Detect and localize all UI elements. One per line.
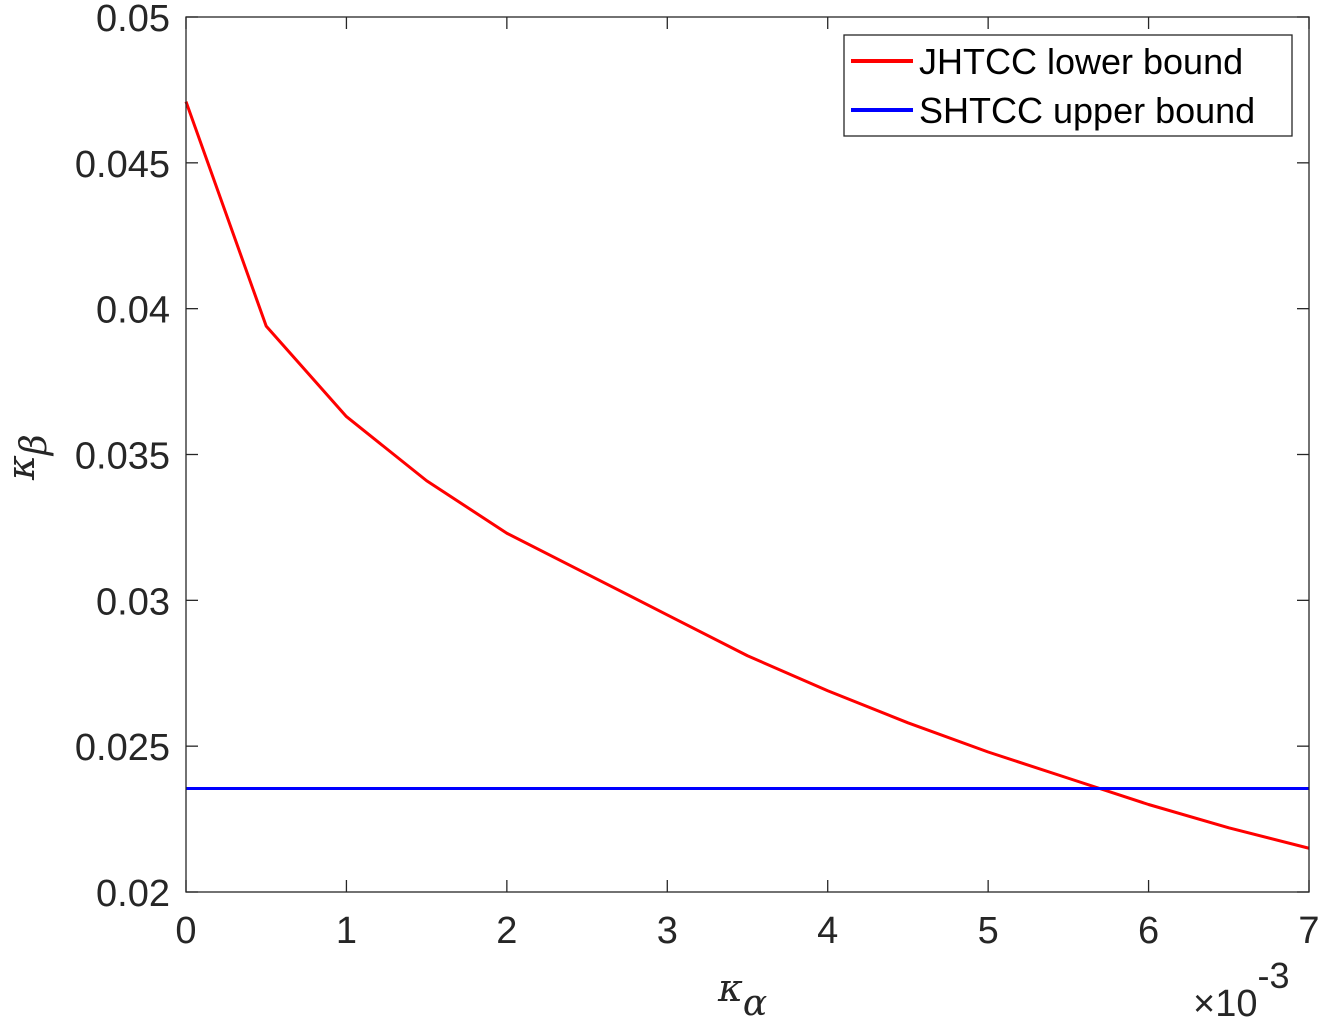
x-tick-label: 7 [1298,910,1319,952]
series-line-jhtcc-lower-bound [184,101,1310,850]
x-tick-label: 5 [978,910,999,952]
x-axis-label-sub: α [743,983,767,1024]
y-axis-label-sub: β [14,434,55,457]
plot-background [186,17,1309,892]
x-axis-ticks: 0 1 2 3 4 5 6 7 [175,17,1320,952]
x-tick-label: 0 [175,910,196,952]
legend-label-shtcc: SHTCC upper bound [919,90,1255,131]
legend-box [843,34,1293,137]
y-tick-label: 0.025 [75,727,170,769]
x-tick-label: 6 [1138,910,1159,952]
x-axis-label: κα [717,966,767,1024]
y-axis-ticks: 0.02 0.025 0.03 0.035 0.04 0.045 0.05 [75,0,1309,915]
y-tick-label: 0.03 [96,581,170,623]
y-axis-label: κβ [0,434,55,481]
legend: JHTCC lower bound SHTCC upper bound [843,34,1293,137]
y-axis-label-base: κ [0,455,43,481]
x-axis-label-base: κ [717,966,743,1010]
series-layer [184,101,1310,850]
x-axis-exponent-prefix: ×10 [1193,983,1257,1025]
plot-frame [185,16,1310,893]
x-tick-label: 1 [336,910,357,952]
y-tick-label: 0.02 [96,873,170,915]
x-axis-exponent-power: -3 [1257,955,1289,996]
y-tick-label: 0.035 [75,436,170,478]
x-axis-exponent: ×10-3 [1193,955,1289,1025]
y-tick-label: 0.05 [96,0,170,40]
y-tick-label: 0.04 [96,290,170,332]
x-tick-label: 2 [496,910,517,952]
x-tick-label: 4 [817,910,838,952]
x-tick-label: 3 [657,910,678,952]
legend-label-jhtcc: JHTCC lower bound [919,41,1243,82]
y-tick-label: 0.045 [75,144,170,186]
